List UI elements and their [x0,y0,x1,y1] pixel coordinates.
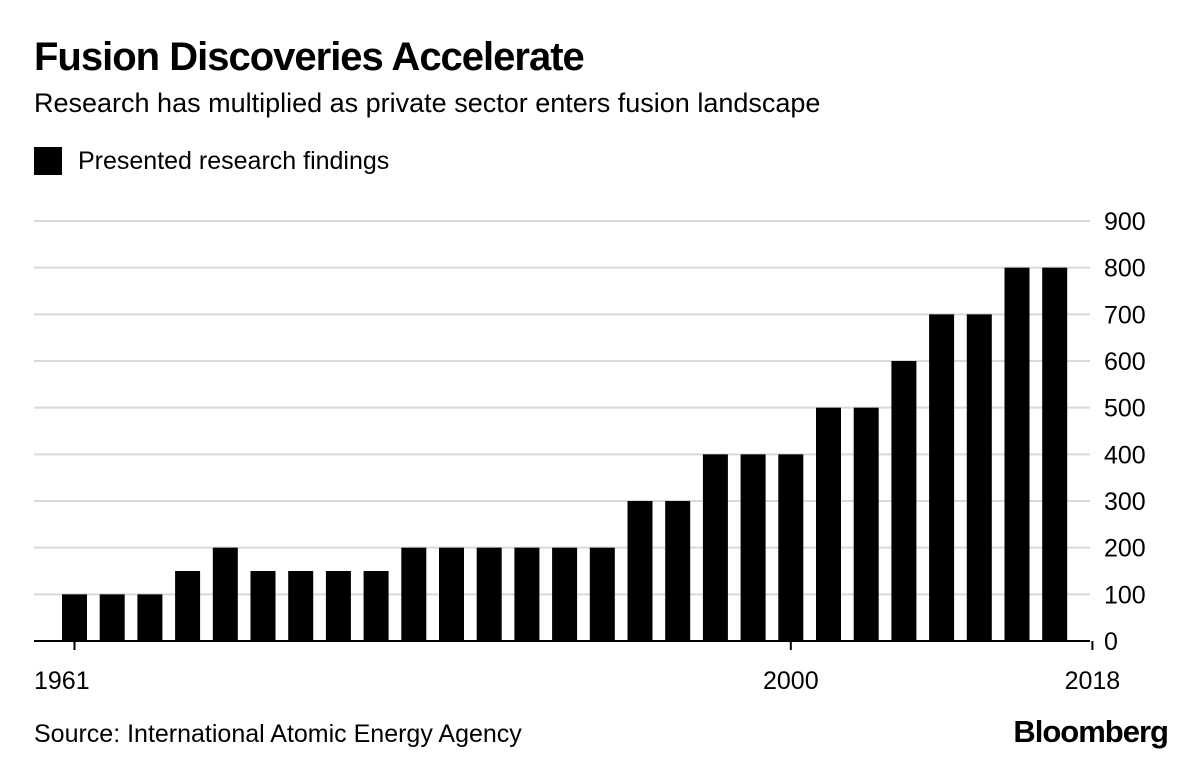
y-tick-label: 700 [1104,301,1146,329]
y-tick-label: 400 [1104,441,1146,469]
bar [363,571,389,641]
y-tick-label: 900 [1104,208,1146,236]
legend: Presented research findings [34,146,389,176]
bar [137,594,163,641]
bar [853,407,879,641]
bar [401,547,427,641]
y-tick-label: 200 [1104,535,1146,563]
bar [212,547,238,641]
y-tick-label: 600 [1104,348,1146,376]
bar [476,547,502,641]
bar [514,547,540,641]
bar [250,571,276,641]
y-tick-label: 100 [1104,581,1146,609]
bar [740,454,766,641]
bar [439,547,464,641]
bar [891,361,917,641]
bar [816,407,841,641]
legend-swatch [34,147,62,175]
bar [589,547,615,641]
bar [288,571,314,641]
bar [325,571,351,641]
y-tick-label: 300 [1104,488,1146,516]
bar [665,501,691,641]
bar [929,314,955,641]
bar [702,454,728,641]
x-tick-label: 2018 [1065,667,1121,695]
y-tick-label: 500 [1104,395,1146,423]
bloomberg-logo: Bloomberg [1013,714,1169,749]
bar [1042,267,1068,641]
x-tick-label: 1961 [34,667,90,695]
legend-label: Presented research findings [78,146,390,175]
source-note: Source: International Atomic Energy Agen… [34,720,522,748]
bar [1004,267,1030,641]
chart-subtitle: Research has multiplied as private secto… [34,88,821,118]
bar [62,594,87,641]
bar [778,454,804,641]
x-tick-label: 2000 [763,667,819,695]
bar [627,501,653,641]
bar [552,547,578,641]
bar [966,314,992,641]
y-tick-label: 800 [1104,255,1146,283]
chart-title: Fusion Discoveries Accelerate [34,35,585,79]
bar [99,594,125,641]
bar [175,571,201,641]
y-tick-label: 0 [1104,628,1118,656]
